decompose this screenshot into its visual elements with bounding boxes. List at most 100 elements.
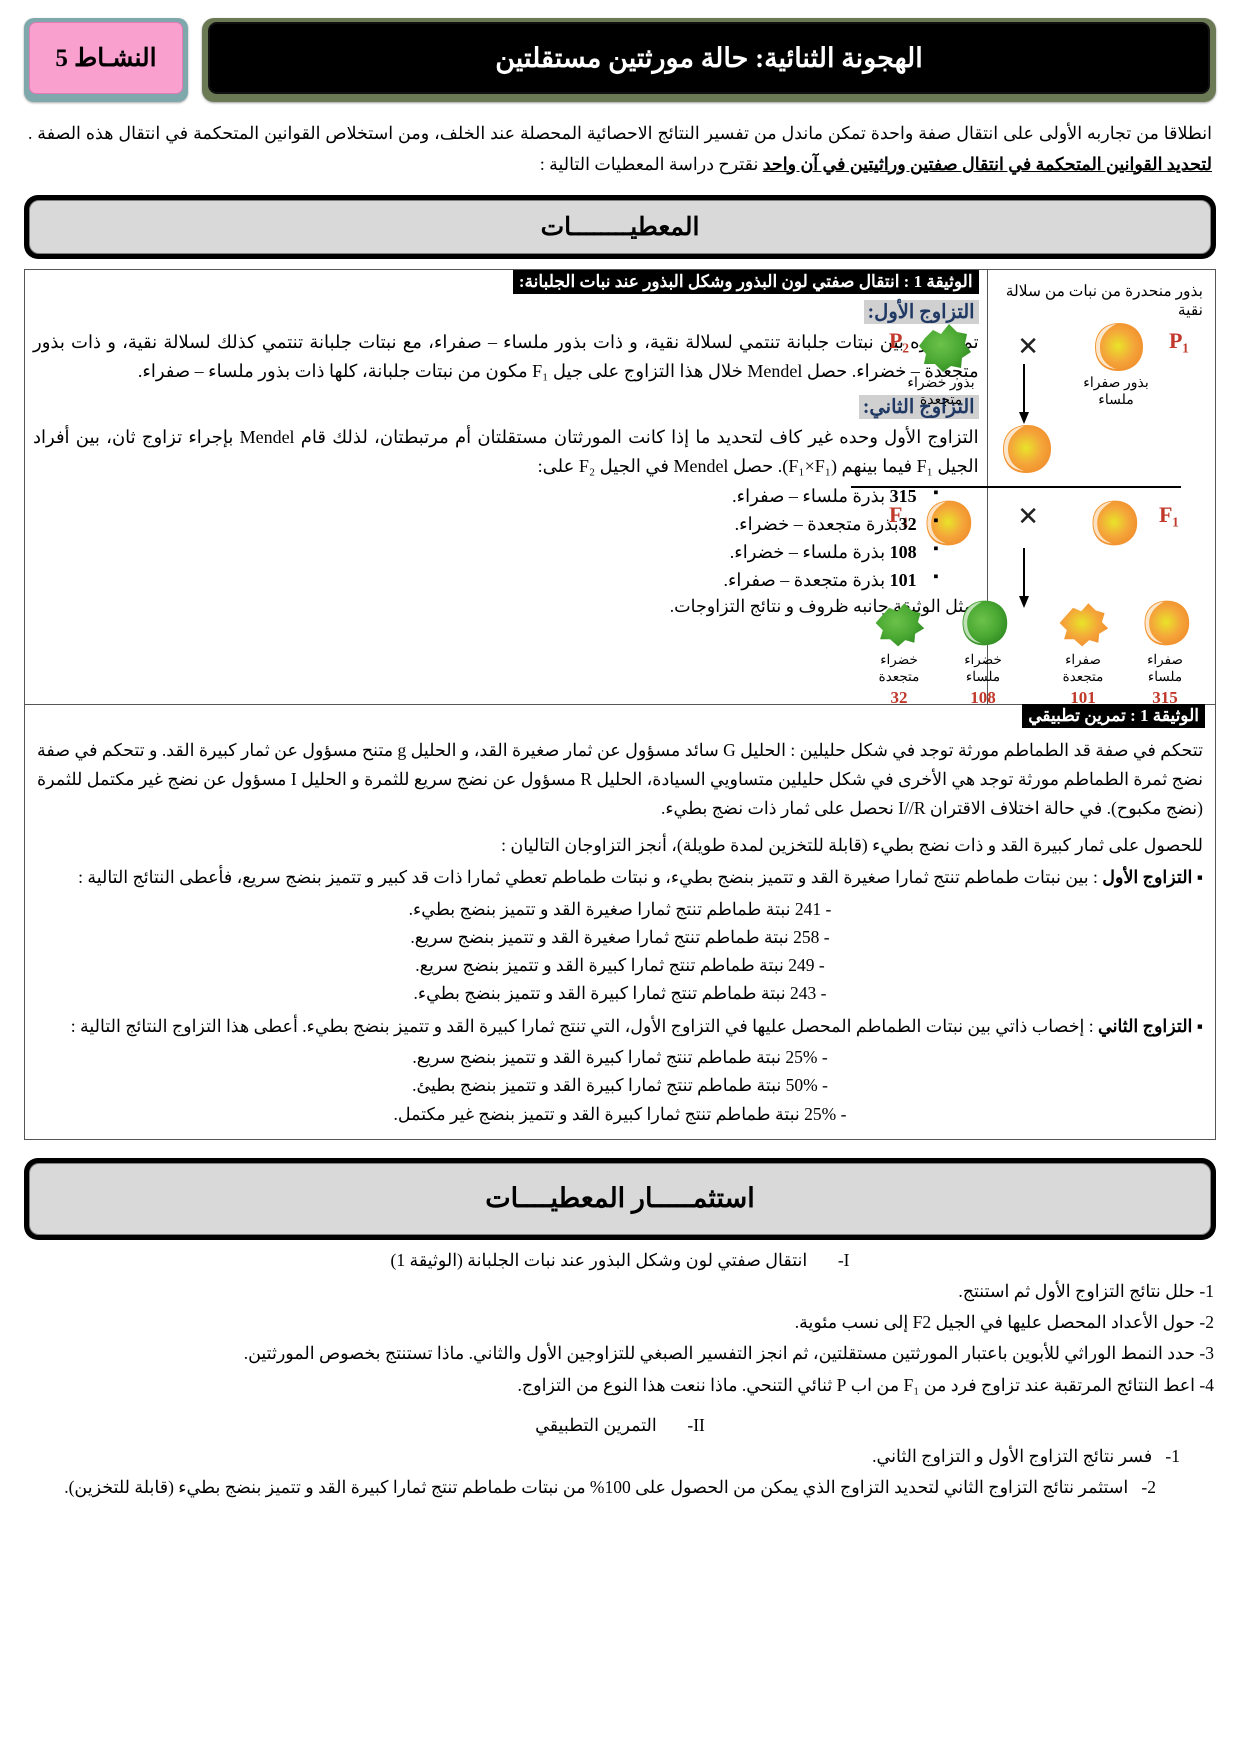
exercise-cross1-result-2: - 249 نبتة طماطم تنتج ثمارا كبيرة القد و… [415, 955, 825, 976]
question-2-2-text: استثمر نتائج التزاوج الثاني لتحديد التزا… [64, 1477, 1129, 1498]
seed-yellow-round-f1-a [1092, 500, 1138, 546]
diagram-top-note: بذور منحدرة من نبات من سلالة نقية [1005, 283, 1203, 320]
f2-count-3: 32 [890, 688, 908, 707]
question-2-2: 2- استثمر نتائج التزاوج الثاني لتحديد ال… [44, 1473, 1156, 1501]
f2-caption-3: خضراء متجعدة 32 [863, 652, 935, 708]
p2-caption: بذور خضراء متجعدة [907, 376, 975, 409]
f2-result-1: 32بذرة متجعدة – خضراء. [33, 510, 939, 539]
data-banner-bevel: المعطيــــــــات [24, 195, 1216, 260]
p2-label: P₂ [888, 328, 909, 354]
seed-yellow-wrinkled-f2 [1059, 603, 1109, 647]
exercise-cross1-result-3: - 243 نبتة طماطم تنتج ثمارا كبيرة القد و… [413, 983, 827, 1004]
question-1-3: 3- حدد النمط الوراثي للأبوين باعتبار الم… [243, 1343, 1214, 1364]
intro-part2: نقترح دراسة المعطيات التالية : [539, 153, 759, 174]
applied-exercise: الوثيقة 1 : تمرين تطبيقي تتحكم في صفة قد… [24, 704, 1216, 1140]
f2-caption-text-2: خضراء ملساء [964, 652, 1002, 685]
f2-count-1: 101 [1070, 688, 1096, 707]
f2-result-count-3: 101 [889, 569, 917, 590]
intro-emphasis: لتحديد القوانين المتحكمة في انتقال صفتين… [762, 153, 1212, 174]
f2-result-count-0: 315 [889, 485, 917, 506]
section-1-title: انتقال صفتي لون وشكل البذور عند نبات الج… [390, 1249, 808, 1270]
f2-result-text-2: بذرة ملساء – خضراء. [729, 541, 890, 562]
f2-result-count-1: 32 [898, 513, 917, 534]
doc1-title: الوثيقة 1 : انتقال صفتي لون البذور وشكل … [512, 270, 979, 295]
cross2-heading: التزاوج الثاني: [858, 394, 979, 419]
f2-caption-text-0: صفراء ملساء [1147, 652, 1183, 685]
cross1-heading: التزاوج الأول: [863, 300, 979, 325]
section-2-number: II- [687, 1415, 705, 1436]
p1-label: P₁ [1168, 328, 1189, 354]
question-section-2-header: II- التمرين التطبيقي [26, 1415, 1214, 1436]
cross1-text: تم إنجازه بين نبتات جلبانة تنتمي لسلالة … [33, 332, 979, 382]
doc1-title-wrap: الوثيقة 1 : انتقال صفتي لون البذور وشكل … [33, 270, 979, 295]
seed-yellow-round-f1 [1003, 425, 1051, 474]
question-2-2-number: 2- [1141, 1477, 1156, 1498]
exercise-cross2-result-0: - 25% نبتة طماطم تنتج ثمارا كبيرة القد و… [412, 1047, 828, 1068]
worksheet-page: الهجونة الثنائية: حالة مورثتين مستقلتين … [0, 0, 1240, 1502]
cross2-text: التزاوج الأول وحده غير كاف لتحديد ما إذا… [33, 426, 979, 476]
exercise-cross2-result-1: - 50% نبتة طماطم تنتج ثمارا كبيرة القد و… [412, 1075, 828, 1096]
exploitation-banner: استثمـــــار المعطيــــات [29, 1162, 1211, 1235]
question-1-2: 2- حول الأعداد المحصل عليها في الجيل F2 … [794, 1311, 1214, 1332]
intro-paragraph: انطلاقا من تجاربه الأولى على انتقال صفة … [28, 118, 1212, 179]
exercise-title: الوثيقة 1 : تمرين تطبيقي [1022, 704, 1205, 729]
f2-count-0: 315 [1152, 688, 1178, 707]
diagram-divider [851, 486, 1181, 488]
exercise-cross1-text: : بين نبتات طماطم تنتج ثمارا صغيرة القد … [78, 867, 1103, 888]
questions-section: I- انتقال صفتي لون وشكل البذور عند نبات … [24, 1250, 1216, 1502]
exercise-cross1: ▪ التزاوج الأول : بين نبتات طماطم تنتج ث… [78, 867, 1203, 888]
exercise-cross2: ▪ التزاوج الثاني : إخصاب ذاتي بين نبتات … [70, 1015, 1203, 1036]
activity-bevel: النشـاط 5 [24, 18, 188, 102]
f2-result-3: 101 بذرة متجعدة – صفراء. [33, 566, 939, 595]
exercise-cross2-result-2: - 25% نبتة طماطم تنتج ثمارا كبيرة القد و… [393, 1103, 847, 1124]
arrow-f1-to-f2 [1019, 548, 1029, 609]
exercise-cross2-label: التزاوج الثاني [1098, 1015, 1193, 1036]
page-title: الهجونة الثنائية: حالة مورثتين مستقلتين [208, 22, 1210, 94]
f2-caption-text-1: صفراء متجعدة [1062, 652, 1104, 685]
exercise-para1: تتحكم في صفة قد الطماطم مورثة توجد في شك… [37, 740, 1203, 819]
f2-result-count-2: 108 [889, 541, 917, 562]
f2-result-text-0: بذرة ملساء – صفراء. [732, 485, 890, 506]
f1-left-label: F₁ [1158, 502, 1179, 528]
cross-symbol-p: ✕ [1017, 332, 1039, 362]
seed-green-wrinkled-p2 [919, 324, 971, 373]
section-2-title: التمرين التطبيقي [535, 1415, 657, 1436]
exploitation-banner-bevel: استثمـــــار المعطيــــات [24, 1157, 1216, 1240]
seed-yellow-round-p1 [1095, 323, 1143, 372]
data-banner: المعطيــــــــات [29, 200, 1211, 255]
f2-caption-text-3: خضراء متجعدة [878, 652, 920, 685]
question-1-4: 4- اعط النتائج المرتقبة عند تزاوج فرد من… [517, 1374, 1214, 1395]
question-1-1: 1- حلل نتائج التزاوج الأول ثم استنتج. [958, 1280, 1214, 1301]
p1-caption: بذور صفراء ملساء [1083, 376, 1149, 409]
exercise-cross1-label: التزاوج الأول [1102, 867, 1193, 888]
question-2-1-text: فسر نتائج التزاوج الأول و التزاوج الثاني… [872, 1446, 1153, 1467]
exercise-para2: للحصول على ثمار كبيرة القد و ذات نضج بطي… [501, 835, 1203, 856]
f2-caption-0: صفراء ملساء 315 [1129, 652, 1201, 708]
f2-count-2: 108 [970, 688, 996, 707]
intro-part1: انطلاقا من تجاربه الأولى على انتقال صفة … [28, 123, 1212, 143]
exercise-cross1-result-0: - 241 نبتة طماطم تنتج ثمارا صغيرة القد و… [408, 899, 832, 920]
exercise-title-wrap: الوثيقة 1 : تمرين تطبيقي [35, 704, 1205, 729]
title-bevel: الهجونة الثنائية: حالة مورثتين مستقلتين [202, 18, 1216, 102]
question-section-1-header: I- انتقال صفتي لون وشكل البذور عند نبات … [26, 1250, 1214, 1271]
question-2-1-number: 1- [1165, 1446, 1180, 1467]
exercise-cross1-result-1: - 258 نبتة طماطم تنتج ثمارا صغيرة القد و… [410, 927, 830, 948]
f2-result-2: 108 بذرة ملساء – خضراء. [33, 538, 939, 567]
f2-caption-2: خضراء ملساء 108 [947, 652, 1019, 708]
page-header: الهجونة الثنائية: حالة مورثتين مستقلتين … [24, 18, 1216, 102]
cross-symbol-f1: ✕ [1017, 502, 1039, 532]
seed-green-round-f2 [962, 600, 1008, 646]
f2-result-text-1: بذرة متجعدة – خضراء. [734, 513, 899, 534]
activity-badge: النشـاط 5 [29, 22, 183, 94]
seed-yellow-round-f2 [1144, 600, 1190, 646]
f2-results-list: 315 بذرة ملساء – صفراء. 32بذرة متجعدة – … [33, 482, 939, 595]
cross-diagram-panel: بذور منحدرة من نبات من سلالة نقية P₁ بذو… [851, 270, 1215, 707]
document-1-text: الوثيقة 1 : انتقال صفتي لون البذور وشكل … [25, 270, 987, 704]
seed-green-wrinkled-f2 [875, 603, 925, 647]
cross-diagram: بذور منحدرة من نبات من سلالة نقية P₁ بذو… [851, 280, 1209, 707]
document-1-frame: بذور منحدرة من نبات من سلالة نقية P₁ بذو… [24, 269, 1216, 707]
section-1-number: I- [837, 1249, 850, 1270]
exercise-cross2-text: : إخصاب ذاتي بين نبتات الطماطم المحصل عل… [70, 1015, 1099, 1036]
f2-caption-1: صفراء متجعدة 101 [1047, 652, 1119, 708]
arrow-p-to-f1 [1019, 364, 1029, 425]
